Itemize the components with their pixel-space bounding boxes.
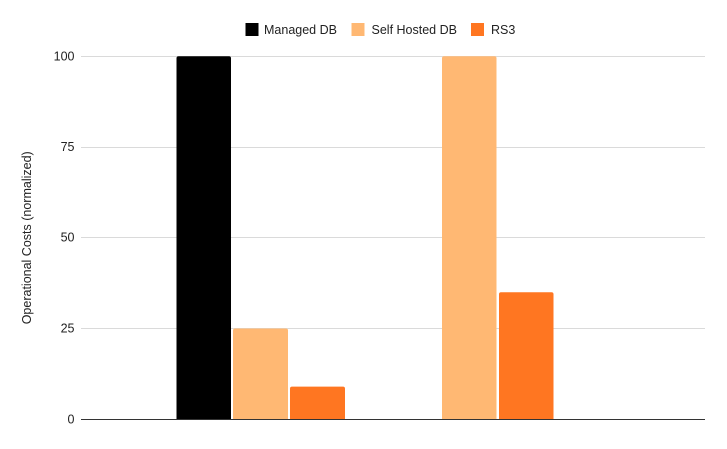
svg-text:75: 75	[61, 140, 75, 154]
svg-text:25: 25	[61, 322, 75, 336]
svg-text:50: 50	[61, 231, 75, 245]
svg-text:Operational Costs (normalized): Operational Costs (normalized)	[20, 151, 34, 324]
svg-text:Managed DB: Managed DB	[264, 23, 337, 37]
svg-text:RS3: RS3	[491, 23, 515, 37]
svg-text:Self Hosted DB: Self Hosted DB	[372, 23, 457, 37]
svg-text:0: 0	[68, 413, 75, 427]
svg-text:100: 100	[54, 50, 75, 64]
